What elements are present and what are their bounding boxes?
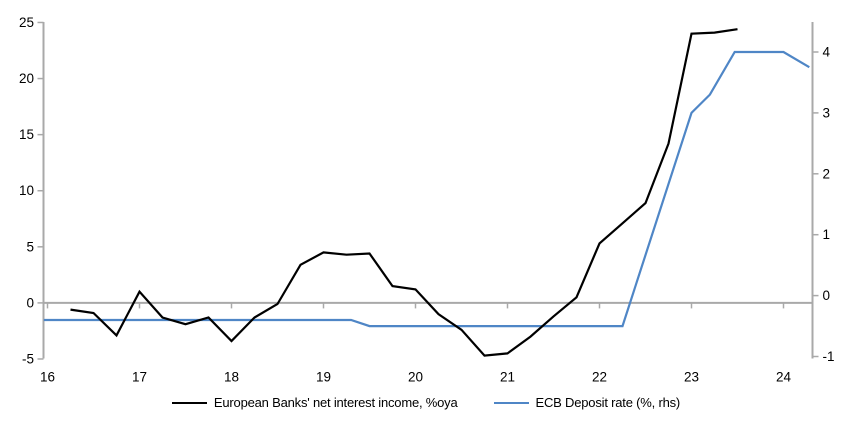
right-axis-tick-label: 3 xyxy=(823,105,831,120)
legend-label: ECB Deposit rate (%, rhs) xyxy=(535,395,681,410)
legend-item-net-interest-income: European Banks' net interest income, %oy… xyxy=(171,395,458,410)
left-axis-tick-label: -5 xyxy=(22,351,34,366)
left-axis-tick-label: 20 xyxy=(19,71,34,86)
x-axis-tick-label: 20 xyxy=(408,370,423,385)
legend: European Banks' net interest income, %oy… xyxy=(0,395,852,410)
x-axis-tick-label: 21 xyxy=(500,370,515,385)
left-axis-tick-label: 25 xyxy=(19,15,34,30)
right-axis-tick-label: 4 xyxy=(823,45,831,60)
black-line-swatch-icon xyxy=(171,401,207,404)
legend-item-ecb-deposit-rate: ECB Deposit rate (%, rhs) xyxy=(493,395,681,410)
x-axis-tick-label: 24 xyxy=(776,370,792,385)
right-axis-tick-label: -1 xyxy=(823,349,835,364)
x-axis-tick-label: 19 xyxy=(316,370,331,385)
left-axis-tick-label: 15 xyxy=(19,127,34,142)
x-axis-tick-label: 18 xyxy=(224,370,239,385)
right-axis-tick-label: 2 xyxy=(823,166,831,181)
x-axis-tick-label: 16 xyxy=(40,370,55,385)
left-axis-tick-label: 5 xyxy=(26,239,34,254)
left-axis-tick-label: 10 xyxy=(19,183,34,198)
right-axis-tick-label: 1 xyxy=(823,227,831,242)
left-axis-tick-label: 0 xyxy=(26,295,34,310)
blue-line-swatch-icon xyxy=(493,401,529,404)
series-line-net-interest-income xyxy=(70,28,738,357)
series-line-ecb-deposit-rate xyxy=(43,50,810,328)
right-axis-tick-label: 0 xyxy=(823,288,831,303)
x-axis-tick-label: 23 xyxy=(684,370,699,385)
legend-label: European Banks' net interest income, %oy… xyxy=(213,395,458,410)
x-axis-tick-label: 22 xyxy=(592,370,607,385)
x-axis-tick-label: 17 xyxy=(132,370,147,385)
